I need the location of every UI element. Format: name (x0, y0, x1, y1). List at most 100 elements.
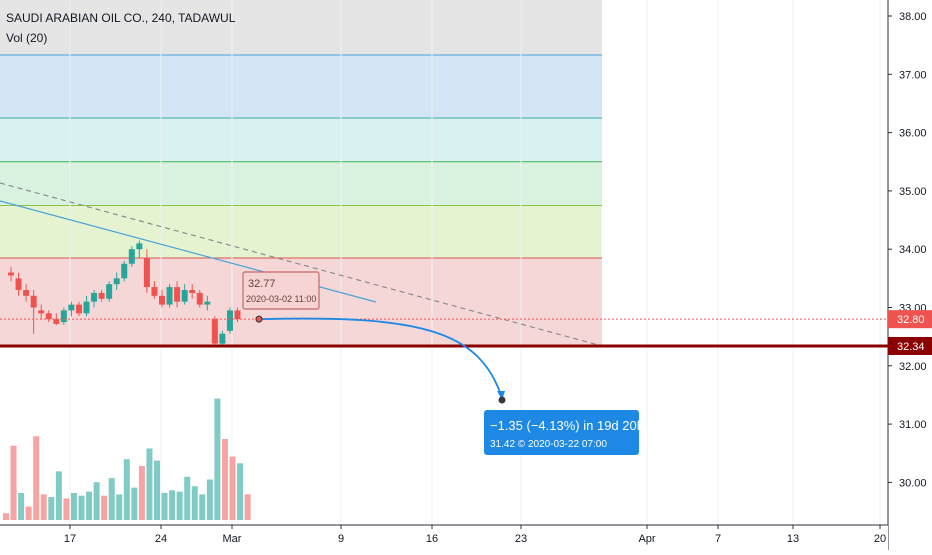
symbol-title[interactable]: SAUDI ARABIAN OIL CO., 240, TADAWUL (6, 11, 236, 25)
candle-body (83, 301, 90, 314)
volume-bar (40, 494, 47, 520)
tooltip-datetime: 2020-03-02 11:00 (246, 294, 316, 304)
volume-bar (18, 493, 25, 520)
source-point[interactable] (255, 315, 263, 323)
candle-body (166, 287, 173, 305)
volume-bar (55, 471, 62, 520)
measure-label-box (484, 410, 639, 455)
price-tick-label: 31.00 (899, 419, 927, 431)
candle-body (219, 333, 226, 344)
candle-body (60, 310, 67, 323)
candle-body (189, 290, 196, 293)
fib-zone (0, 0, 602, 56)
volume-bar (184, 476, 191, 520)
candle-body (98, 292, 105, 299)
tooltip-price: 32.77 (248, 278, 276, 290)
price-tick-label: 30.00 (899, 477, 927, 489)
volume-bar (93, 482, 100, 520)
candle-body (113, 278, 120, 285)
volume-bar (63, 498, 70, 520)
candle-body (226, 310, 233, 331)
candle-body (23, 290, 30, 296)
last-price-label: 32.80 (897, 314, 925, 326)
candle-body (128, 249, 135, 264)
last-price-label-bg (888, 310, 932, 329)
candle-body (204, 301, 211, 305)
time-tick-label: 13 (787, 533, 799, 545)
volume-bar (146, 448, 153, 520)
volume-bar (116, 494, 123, 520)
candle-body (38, 310, 45, 314)
candle-body (45, 313, 52, 320)
price-tick-label: 32.00 (899, 361, 927, 373)
time-tick-label: 17 (64, 533, 76, 545)
chart-legend: SAUDI ARABIAN OIL CO., 240, TADAWUL Vol … (6, 8, 235, 48)
volume-indicator-label[interactable]: Vol (20) (6, 31, 48, 45)
candle-body (151, 287, 158, 296)
volume-bar (138, 466, 145, 520)
price-tick-label: 34.00 (899, 244, 927, 256)
volume-bar (154, 460, 160, 520)
volume-bar (3, 513, 9, 520)
volume-bar (169, 490, 176, 520)
measure-arrowhead (497, 391, 505, 400)
candle-body (106, 284, 113, 299)
candle-body (91, 292, 98, 302)
fib-zone (0, 55, 602, 119)
time-tick-label: 9 (338, 533, 344, 545)
fib-zone (0, 118, 602, 162)
volume-bar (237, 463, 244, 520)
volume-bar (191, 486, 198, 520)
volume-bar (70, 493, 77, 520)
volume-bar (33, 436, 40, 520)
time-tick-label: Apr (638, 533, 655, 545)
time-tick-label: 23 (515, 533, 527, 545)
volume-bar (214, 398, 221, 520)
price-axis-panel[interactable] (888, 0, 932, 550)
candle-body (15, 278, 22, 291)
price-tooltip-box (242, 271, 320, 310)
candle-body (30, 295, 37, 308)
time-tick-label: Mar (223, 533, 242, 545)
candle-body (181, 290, 188, 302)
volume-bar (78, 495, 85, 520)
volume-bar (221, 439, 228, 520)
volume-bar (244, 494, 251, 520)
candle-body (174, 287, 181, 302)
price-tick-label: 38.00 (899, 11, 927, 23)
candle-body (159, 295, 165, 305)
target-point[interactable] (498, 396, 506, 404)
candle-body (53, 319, 60, 324)
price-tick-label: 36.00 (899, 128, 927, 140)
candle-body (68, 304, 75, 311)
candle-body (75, 304, 82, 314)
volume-bar (101, 495, 108, 520)
volume-bar (86, 491, 93, 520)
dashed-trend-line[interactable] (0, 182, 603, 347)
price-tick-label: 37.00 (899, 69, 927, 81)
volume-bar (25, 506, 32, 520)
volume-bar (229, 456, 236, 520)
volume-bar (131, 487, 138, 520)
candle-body (8, 272, 14, 276)
volume-bar (176, 491, 183, 520)
time-tick-label: 20 (874, 533, 886, 545)
volume-bar (123, 459, 130, 520)
candle-body (234, 310, 241, 320)
price-tick-label: 35.00 (899, 186, 927, 198)
time-axis-panel[interactable] (0, 525, 888, 550)
volume-bar (108, 478, 115, 520)
volume-bar (10, 445, 17, 520)
candle-body (196, 292, 203, 305)
fib-zone (0, 205, 602, 258)
measure-curve[interactable] (258, 317, 503, 399)
candle-body (143, 257, 150, 288)
support-price-label: 32.34 (897, 341, 925, 353)
time-tick-label: 7 (715, 533, 721, 545)
fib-zone (0, 161, 602, 206)
volume-bar (206, 479, 213, 520)
support-price-label-bg (888, 336, 932, 355)
measure-target-text: 31.42 © 2020-03-22 07:00 (490, 439, 607, 450)
